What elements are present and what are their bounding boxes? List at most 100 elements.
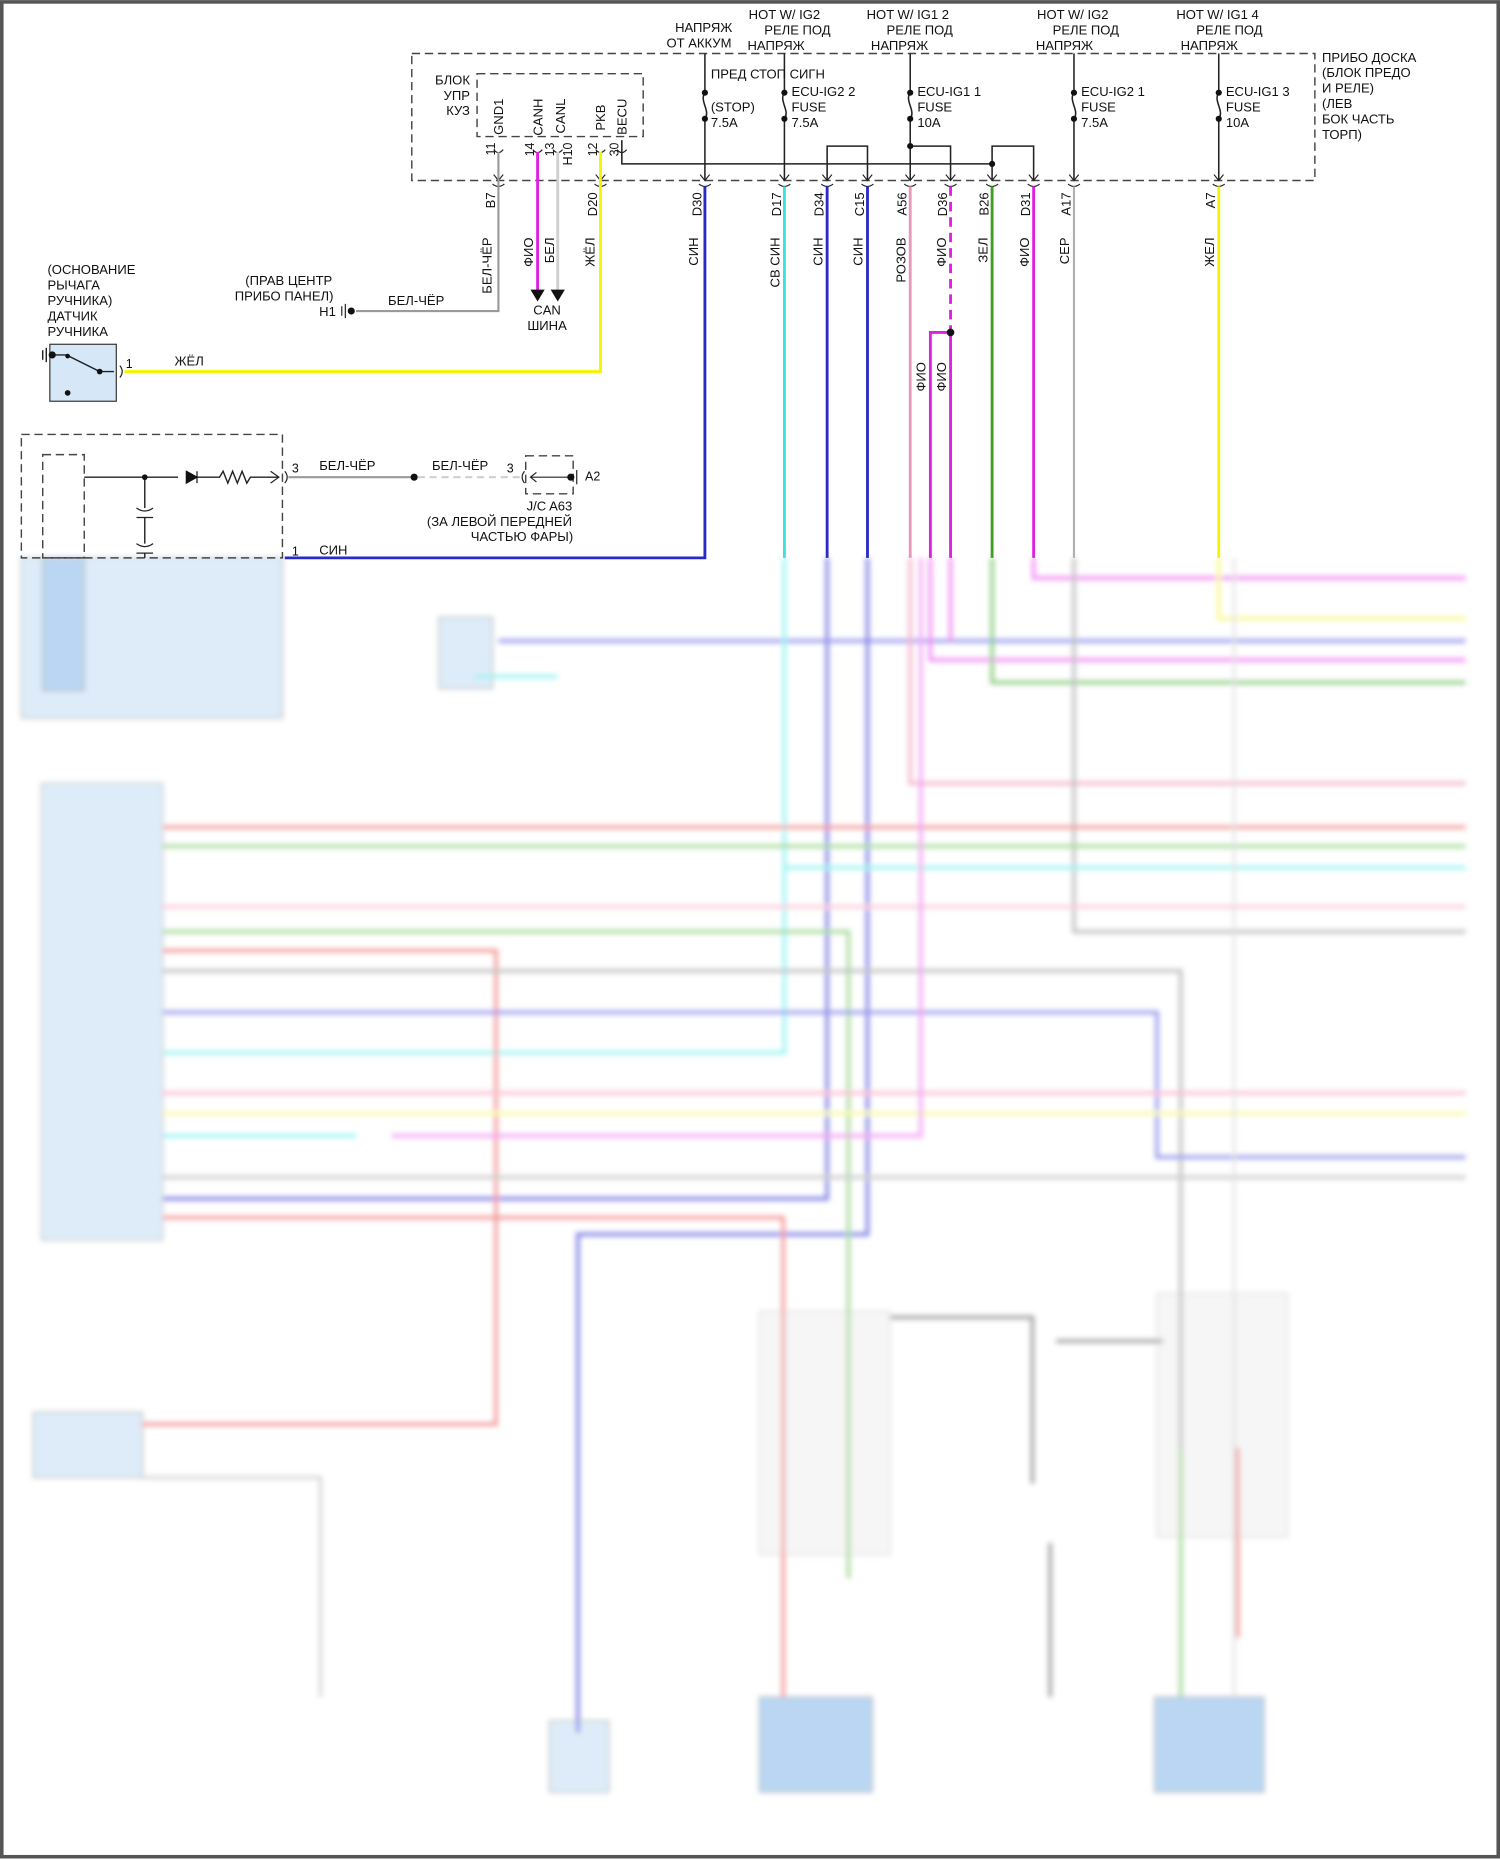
junction-connector-a63: 3 A2 J/C A63 (ЗА ЛЕВОЙ ПЕРЕДНЕЙ ЧАСТЬЮ Ф… — [427, 455, 600, 544]
wire-color-labels: БЕЛ-ЧЁР ФИО БЕЛ ЖЁЛ СИН СВ СИН СИН СИН Р… — [479, 237, 1217, 391]
wire-label: СВ СИН — [768, 237, 783, 287]
fuse-ecu-ig2-2-rating: 7.5A — [792, 115, 819, 130]
ground-h1: (ПРАВ ЦЕНТР ПРИБО ПАНЕЛ) H1 БЕЛ-ЧЁР — [235, 273, 445, 319]
connector-b7: B7 — [483, 192, 498, 208]
connector-c15: C15 — [852, 192, 867, 216]
fuse-ecu-ig1-3-label: FUSE — [1226, 100, 1261, 115]
fuse-ecu-ig2-1-label: ECU-IG2 1 — [1081, 84, 1145, 99]
fuse-stop-label: (STOP) — [711, 100, 755, 115]
connector-d34: D34 — [812, 192, 827, 216]
jb-label-line: БОК ЧАСТЬ — [1322, 112, 1394, 127]
lower-module: 3 БЕЛ-ЧЁР БЕЛ-ЧЁР 1 СИН — [20, 433, 523, 559]
body-ecu-name: БЛОК — [435, 72, 470, 87]
connector-d17: D17 — [769, 192, 784, 216]
wire-label: ФИО — [914, 362, 929, 391]
jc-location: (ЗА ЛЕВОЙ ПЕРЕДНЕЙ — [427, 514, 572, 529]
pin-number: 3 — [507, 461, 514, 475]
pin-number: 11 — [484, 142, 498, 155]
splice-dot — [946, 328, 955, 337]
wire-label: ФИО — [934, 237, 949, 266]
jb-label-line: И РЕЛЕ) — [1322, 81, 1374, 96]
ig1-2-relay-label: НАПРЯЖ — [871, 38, 928, 53]
body-ecu-label: БЛОК УПР КУЗ — [435, 72, 470, 118]
pin-number: 1 — [292, 545, 299, 559]
jc-location: ЧАСТЬЮ ФАРЫ) — [471, 529, 573, 544]
fuse-stop-rating: 7.5A — [711, 115, 738, 130]
diode-icon — [185, 470, 199, 485]
wire-b7 — [356, 152, 500, 313]
wire-label: ФИО — [521, 237, 536, 266]
connector-a7: A7 — [1203, 192, 1218, 208]
pin-becu: BECU — [615, 99, 630, 135]
jb-label-line: (БЛОК ПРЕДО — [1322, 65, 1411, 80]
wire-label: СИН — [686, 237, 701, 265]
blurred-lower-diagram — [20, 557, 1466, 1793]
wire-label: СЕР — [1057, 237, 1072, 264]
switch-label: РУЧНИКА) — [47, 293, 112, 308]
switch-label: РЫЧАГА — [47, 278, 100, 293]
wire-label: ЖЕЛ — [1202, 237, 1217, 266]
fuse-ecu-ig1-1-label: ECU-IG1 1 — [917, 84, 981, 99]
connector-a56: A56 — [895, 192, 910, 215]
connector-b26: B26 — [977, 192, 992, 215]
ig2-relay-label: НАПРЯЖ — [1036, 38, 1093, 53]
jb-label-line: ТОРП) — [1322, 127, 1362, 142]
pin-number: 1 — [126, 357, 133, 371]
body-ecu-pins: GND1 CANH CANL PKB BECU 11 14 13 H10 12 … — [484, 99, 630, 166]
parking-brake-switch: (ОСНОВАНИЕ РЫЧАГА РУЧНИКА) ДАТЧИК РУЧНИК… — [42, 262, 204, 402]
jc-name: J/C A63 — [527, 498, 573, 513]
fuse-ecu-ig2-1-rating: 7.5A — [1081, 115, 1108, 130]
fuse-stop-label: ПРЕД СТОП СИГН — [711, 66, 825, 81]
pin-number: 30 — [607, 142, 621, 156]
ig1-4-relay-label: HOT W/ IG1 4 — [1176, 7, 1258, 22]
connector-labels: B7 D20 D30 D17 D34 C15 A56 D36 B26 D31 A… — [483, 192, 1218, 216]
body-ecu-name: КУЗ — [446, 103, 470, 118]
ig2-relay-label: РЕЛЕ ПОД — [1053, 23, 1120, 38]
connector-d20: D20 — [585, 192, 600, 216]
pin-number: 14 — [523, 142, 537, 156]
wire-label: ЖЁЛ — [583, 237, 598, 266]
wire-label: СИН — [810, 237, 825, 265]
fuse-ecu-ig2-2-label: FUSE — [792, 100, 827, 115]
pin-pkb: PKB — [593, 104, 608, 130]
instrument-panel-junction-block — [411, 52, 1316, 182]
wire-d36-solid — [928, 330, 952, 558]
fuse-terminal-dots — [701, 89, 1222, 167]
wire-label: РОЗОВ — [893, 237, 908, 282]
ig1-2-relay-label: HOT W/ IG1 2 — [867, 7, 949, 22]
wire-label: СИН — [319, 542, 347, 557]
switch-label: ДАТЧИК — [47, 309, 98, 324]
body-ecu-box — [476, 72, 644, 138]
ground-id: H1 — [319, 304, 336, 319]
switch-label: РУЧНИКА — [47, 324, 108, 339]
connector-d36: D36 — [935, 192, 950, 216]
wire-label: БЕЛ — [542, 237, 557, 263]
wire-d30 — [284, 186, 707, 560]
connector-a17: A17 — [1058, 192, 1073, 215]
fuse-ecu-ig1-1-rating: 10A — [917, 115, 941, 130]
wire-label: ЗЕЛ — [975, 237, 990, 262]
ground-location: ПРИБО ПАНЕЛ) — [235, 288, 334, 303]
ground-location: (ПРАВ ЦЕНТР — [245, 273, 332, 288]
jb-label-line: ПРИБО ДОСКА — [1322, 50, 1417, 65]
wire-label: БЕЛ-ЧЁР — [388, 293, 445, 308]
wire-label: БЕЛ-ЧЁР — [479, 237, 494, 294]
ig2-relay-label: HOT W/ IG2 — [1037, 7, 1109, 22]
pin-number: 13 — [543, 142, 557, 156]
fuse-ecu-ig2-1-label: FUSE — [1081, 100, 1116, 115]
pin-number: 3 — [292, 461, 299, 475]
battery-label: НАПРЯЖ — [675, 20, 732, 35]
connector-d31: D31 — [1018, 192, 1033, 216]
supply-labels: НАПРЯЖ ОТ АККУМ HOT W/ IG2 РЕЛЕ ПОД НАПР… — [666, 7, 1262, 53]
fuse-ecu-ig2-2-label: ECU-IG2 2 — [792, 84, 856, 99]
switch-icon — [42, 347, 114, 373]
wire-label: БЕЛ-ЧЁР — [432, 458, 489, 473]
wire-label: ФИО — [1017, 237, 1032, 266]
can-bus-label: ШИНА — [527, 318, 567, 333]
switch-label: (ОСНОВАНИЕ — [47, 262, 135, 277]
wire-label: ФИО — [934, 362, 949, 391]
pin-canh: CANH — [530, 99, 545, 136]
fuse-labels: ПРЕД СТОП СИГН (STOP) 7.5A ECU-IG2 2 FUS… — [711, 66, 1290, 130]
junction-block-label: ПРИБО ДОСКА (БЛОК ПРЕДО И РЕЛЕ) (ЛЕВ БОК… — [1322, 50, 1417, 142]
